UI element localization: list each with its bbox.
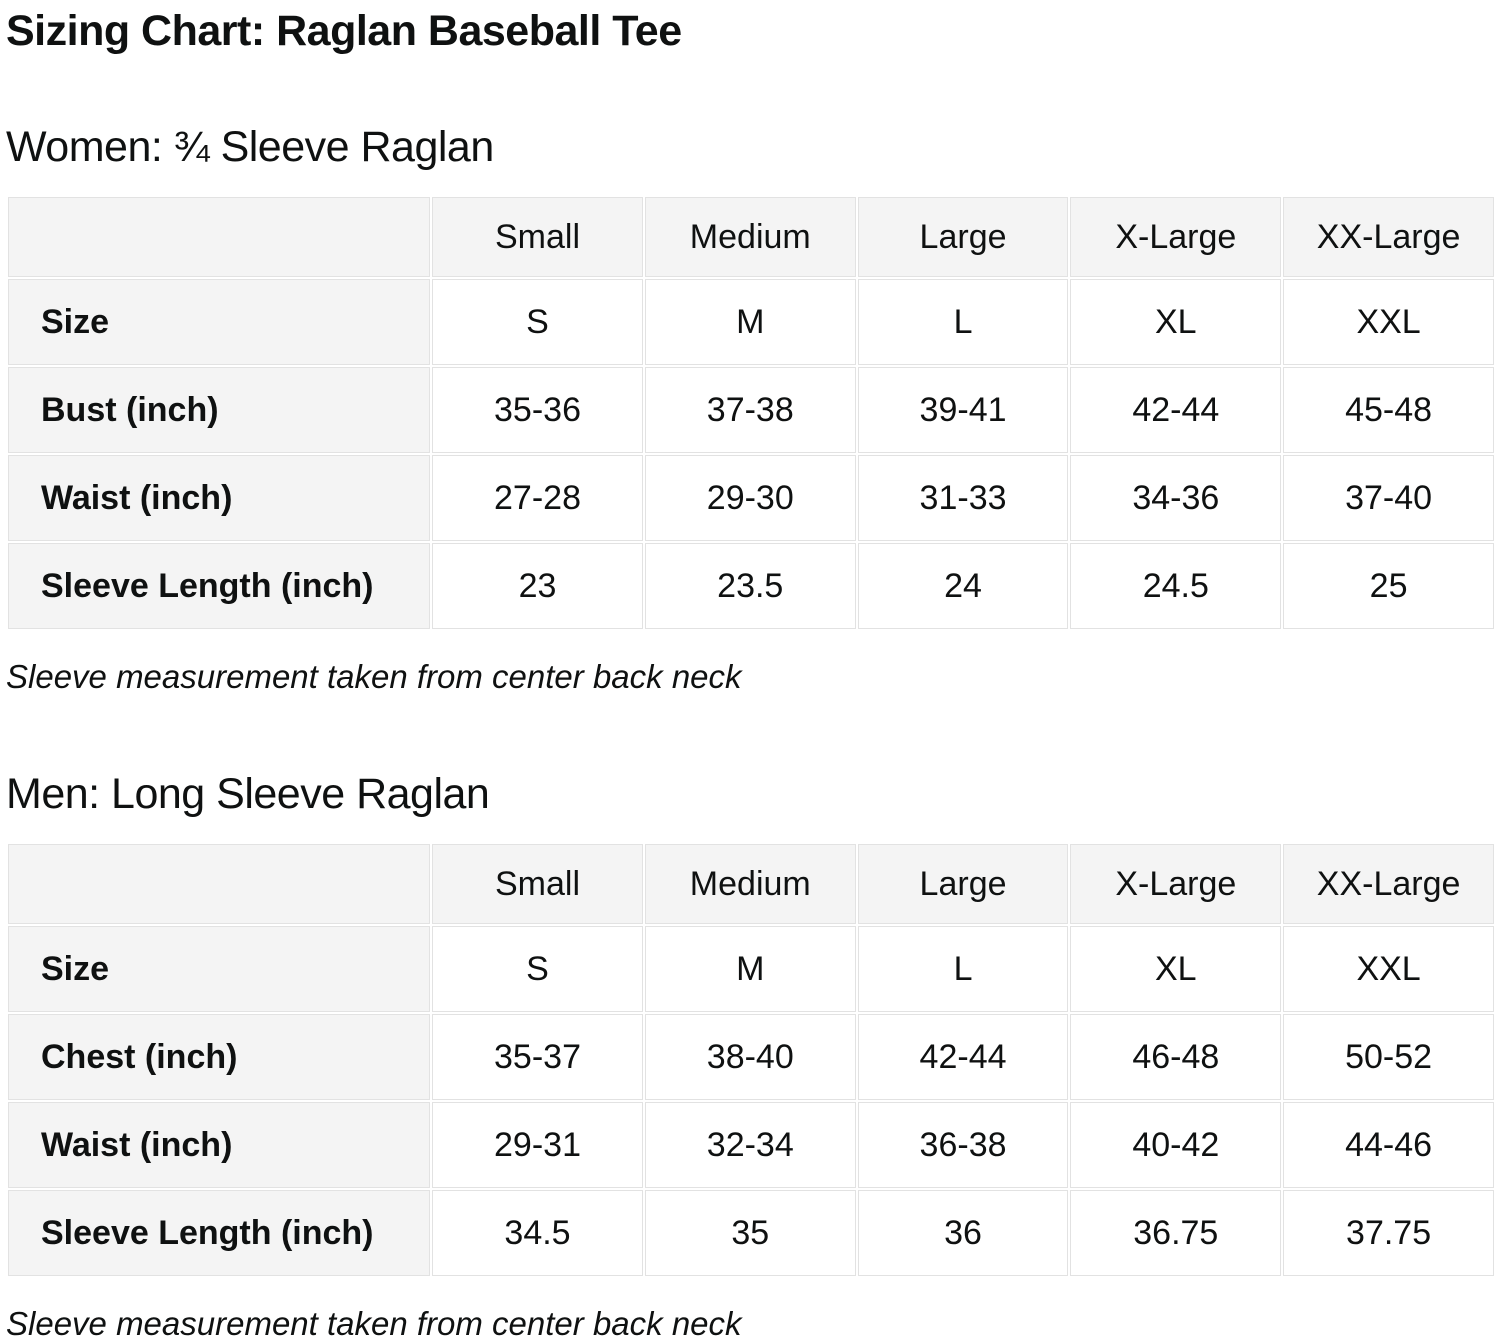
value-cell: 31-33 <box>857 455 1069 542</box>
row-label: Size <box>8 279 431 366</box>
column-header: Large <box>857 197 1069 278</box>
value-cell: S <box>432 279 643 366</box>
column-header: Small <box>432 197 643 278</box>
table-row: Size S M L XL XXL <box>8 279 1494 366</box>
value-cell: 32-34 <box>644 1102 856 1189</box>
sleeve-note-women: Sleeve measurement taken from center bac… <box>6 658 742 696</box>
column-header: Small <box>432 844 643 925</box>
column-header: Large <box>857 844 1069 925</box>
value-cell: 23.5 <box>644 543 856 630</box>
table-row: Bust (inch) 35-36 37-38 39-41 42-44 45-48 <box>8 367 1494 454</box>
table-row: Sleeve Length (inch) 23 23.5 24 24.5 25 <box>8 543 1494 630</box>
section-heading-women: Women: ¾ Sleeve Raglan <box>6 122 494 171</box>
table-row: Waist (inch) 29-31 32-34 36-38 40-42 44-46 <box>8 1102 1494 1189</box>
value-cell: 34-36 <box>1070 455 1282 542</box>
value-cell: 35-37 <box>432 1014 643 1101</box>
value-cell: 36-38 <box>857 1102 1069 1189</box>
corner-cell <box>8 844 431 925</box>
sleeve-note-men: Sleeve measurement taken from center bac… <box>6 1305 742 1343</box>
value-cell: 37-38 <box>644 367 856 454</box>
men-size-table: Small Medium Large X-Large XX-Large Size S M L XL… <box>6 842 1496 1278</box>
row-label: Waist (inch) <box>8 455 431 542</box>
value-cell: L <box>857 279 1069 366</box>
column-header: Medium <box>644 844 856 925</box>
table-row: Sleeve Length (inch) 34.5 35 36 36.75 37.75 <box>8 1190 1494 1277</box>
value-cell: 40-42 <box>1070 1102 1282 1189</box>
value-cell: 29-31 <box>432 1102 643 1189</box>
row-label: Waist (inch) <box>8 1102 431 1189</box>
value-cell: 42-44 <box>1070 367 1282 454</box>
women-section: Women: ¾ Sleeve Raglan Small Medium Large X… <box>6 122 1496 697</box>
row-label: Sleeve Length (inch) <box>8 543 431 630</box>
value-cell: XL <box>1070 926 1282 1013</box>
value-cell: 37-40 <box>1283 455 1494 542</box>
value-cell: 42-44 <box>857 1014 1069 1101</box>
row-label: Chest (inch) <box>8 1014 431 1101</box>
table-row: Waist (inch) 27-28 29-30 31-33 34-36 37-40 <box>8 455 1494 542</box>
value-cell: 36.75 <box>1070 1190 1282 1277</box>
value-cell: 35-36 <box>432 367 643 454</box>
value-cell: XL <box>1070 279 1282 366</box>
value-cell: S <box>432 926 643 1013</box>
value-cell: 25 <box>1283 543 1494 630</box>
row-label: Sleeve Length (inch) <box>8 1190 431 1277</box>
value-cell: 45-48 <box>1283 367 1494 454</box>
value-cell: 46-48 <box>1070 1014 1282 1101</box>
column-header: XX-Large <box>1283 197 1494 278</box>
column-header: X-Large <box>1070 844 1282 925</box>
value-cell: 24 <box>857 543 1069 630</box>
value-cell: 34.5 <box>432 1190 643 1277</box>
column-header: X-Large <box>1070 197 1282 278</box>
value-cell: 37.75 <box>1283 1190 1494 1277</box>
row-label: Size <box>8 926 431 1013</box>
section-heading-men: Men: Long Sleeve Raglan <box>6 769 490 818</box>
men-section: Men: Long Sleeve Raglan Small Medium Large… <box>6 769 1496 1344</box>
value-cell: 35 <box>644 1190 856 1277</box>
column-header: XX-Large <box>1283 844 1494 925</box>
value-cell: 29-30 <box>644 455 856 542</box>
header-row: Small Medium Large X-Large XX-Large <box>8 844 1494 925</box>
value-cell: 38-40 <box>644 1014 856 1101</box>
value-cell: 36 <box>857 1190 1069 1277</box>
value-cell: M <box>644 926 856 1013</box>
value-cell: 39-41 <box>857 367 1069 454</box>
value-cell: XXL <box>1283 926 1494 1013</box>
value-cell: M <box>644 279 856 366</box>
value-cell: 50-52 <box>1283 1014 1494 1101</box>
value-cell: 24.5 <box>1070 543 1282 630</box>
value-cell: 44-46 <box>1283 1102 1494 1189</box>
page-title: Sizing Chart: Raglan Baseball Tee <box>6 7 682 55</box>
value-cell: L <box>857 926 1069 1013</box>
column-header: Medium <box>644 197 856 278</box>
value-cell: 23 <box>432 543 643 630</box>
header-row: Small Medium Large X-Large XX-Large <box>8 197 1494 278</box>
value-cell: XXL <box>1283 279 1494 366</box>
women-size-table: Small Medium Large X-Large XX-Large Size S M L XL… <box>6 195 1496 631</box>
value-cell: 27-28 <box>432 455 643 542</box>
table-row: Chest (inch) 35-37 38-40 42-44 46-48 50-52 <box>8 1014 1494 1101</box>
table-row: Size S M L XL XXL <box>8 926 1494 1013</box>
corner-cell <box>8 197 431 278</box>
row-label: Bust (inch) <box>8 367 431 454</box>
